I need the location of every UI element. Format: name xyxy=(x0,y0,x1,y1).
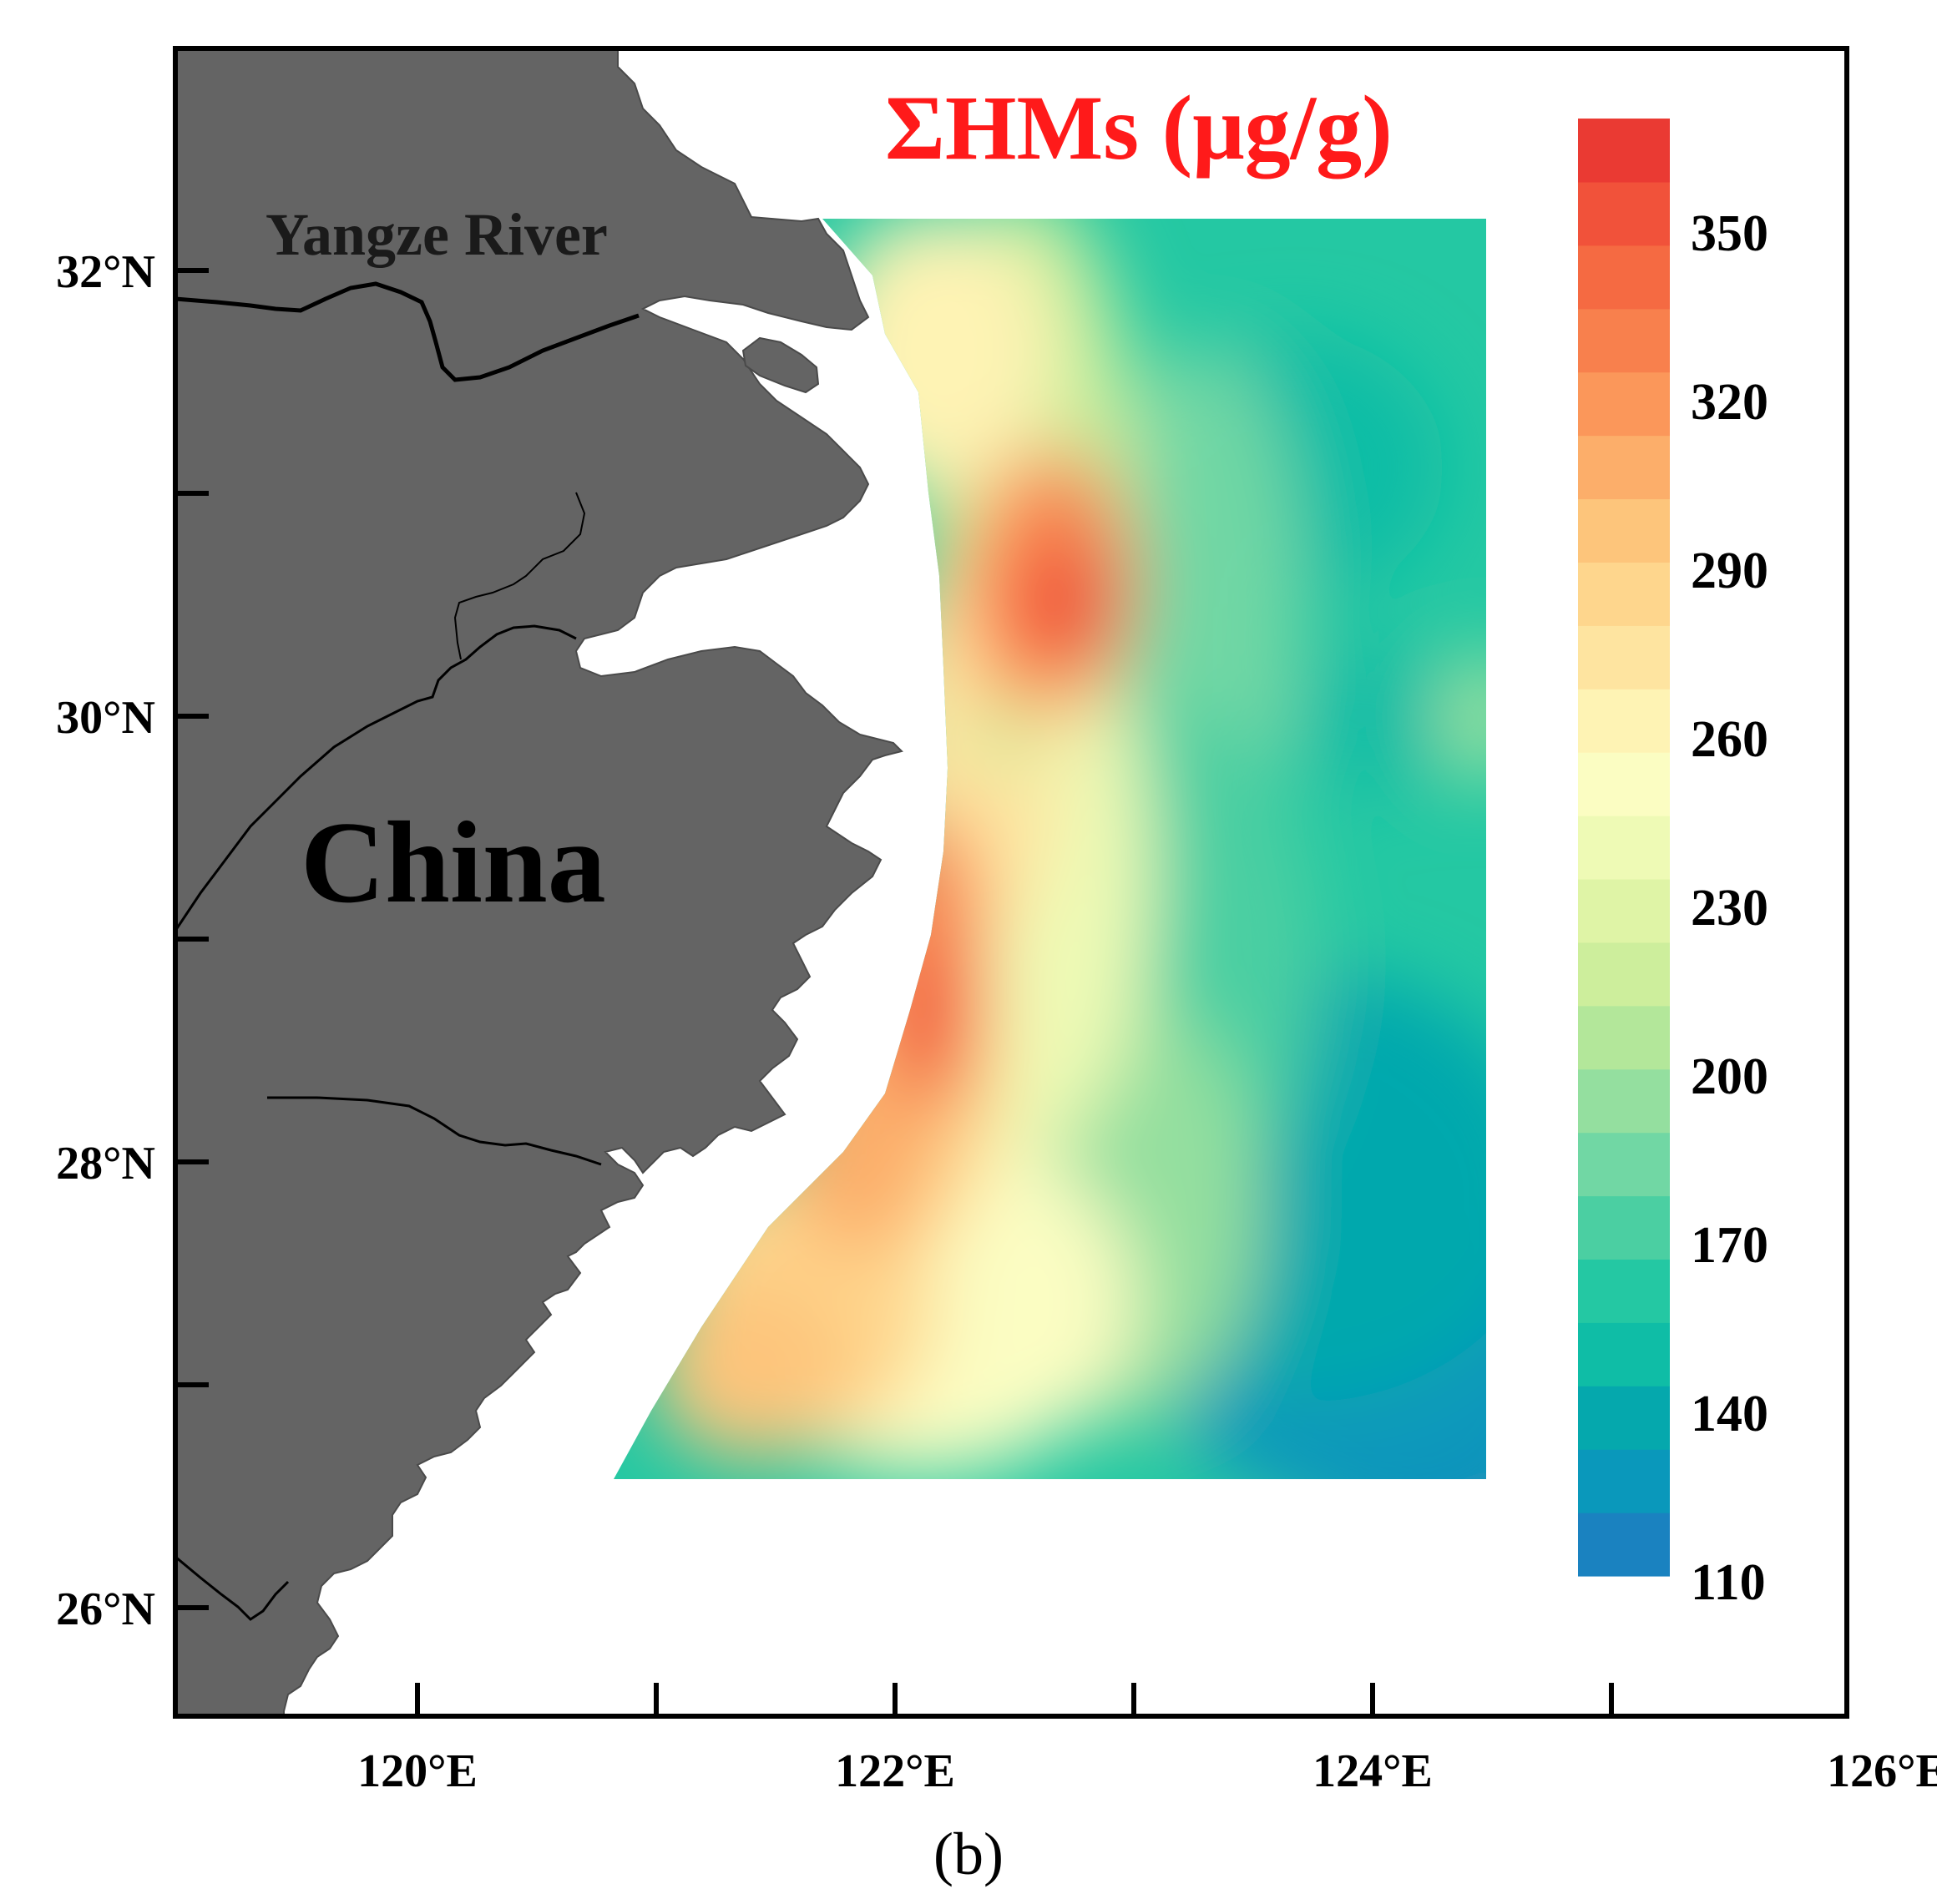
colorbar-band xyxy=(1578,878,1670,943)
lon-tick-label: 126°E xyxy=(1827,1745,1937,1797)
estuary-island xyxy=(741,336,820,394)
lon-labels: 120°E 122°E 124°E 126°E xyxy=(357,1745,1937,1797)
colorbar-band xyxy=(1578,1132,1670,1197)
lat-tick-label: 32°N xyxy=(56,246,155,298)
colorbar-tick-label: 260 xyxy=(1691,711,1768,768)
contour-field xyxy=(614,219,1486,1479)
land xyxy=(175,48,903,1716)
colorbar-band xyxy=(1578,1513,1670,1577)
map-title: ΣHMs (μg/g) xyxy=(885,77,1393,179)
colorbar-band xyxy=(1578,308,1670,373)
lon-tick-label: 122°E xyxy=(835,1745,955,1797)
province-border-fujian xyxy=(175,1555,290,1621)
colorbar-tick-label: 170 xyxy=(1691,1217,1768,1274)
river-line xyxy=(453,492,586,660)
plot-frame xyxy=(173,46,1849,1719)
lat-tick-label: 26°N xyxy=(56,1583,155,1635)
colorbar-band xyxy=(1578,1195,1670,1260)
colorbar-band xyxy=(1578,942,1670,1007)
colorbar-tick-label: 110 xyxy=(1691,1554,1766,1611)
colorbar-band xyxy=(1578,245,1670,310)
colorbar-ticks: 350 320 290 260 230 200 170 140 110 xyxy=(1691,205,1768,1611)
colorbar-tick-label: 230 xyxy=(1691,880,1768,937)
lon-tick-label: 120°E xyxy=(357,1745,478,1797)
china-landmass xyxy=(175,48,903,1716)
colorbar-band xyxy=(1578,435,1670,500)
yangtze-line xyxy=(175,281,640,382)
country-label: China xyxy=(301,798,606,927)
colorbar-band xyxy=(1578,562,1670,626)
lat-tick-label: 28°N xyxy=(56,1138,155,1189)
province-border-south xyxy=(267,1096,602,1166)
colorbar-band xyxy=(1578,1259,1670,1323)
colorbar-band xyxy=(1578,816,1670,880)
colorbar-band xyxy=(1578,1005,1670,1070)
colorbar-band xyxy=(1578,181,1670,246)
colorbar-band xyxy=(1578,1386,1670,1450)
colorbar-band xyxy=(1578,625,1670,689)
colorbar-tick-label: 200 xyxy=(1691,1048,1768,1105)
river-label: Yangze River xyxy=(266,201,608,268)
province-border-north xyxy=(175,624,577,932)
colorbar-band xyxy=(1578,1322,1670,1386)
lat-tick-label: 30°N xyxy=(56,692,155,744)
colorbar-band xyxy=(1578,498,1670,563)
colorbar-tick-label: 140 xyxy=(1691,1386,1768,1442)
colorbar xyxy=(1578,119,1670,1577)
colorbar-band xyxy=(1578,752,1670,816)
panel-label: (b) xyxy=(933,1821,1004,1887)
colorbar-band xyxy=(1578,1068,1670,1134)
lon-tick-label: 124°E xyxy=(1312,1745,1433,1797)
axis-ticks xyxy=(175,268,1614,1716)
colorbar-tick-label: 350 xyxy=(1691,205,1768,262)
colorbar-tick-label: 290 xyxy=(1691,543,1768,599)
boundaries xyxy=(175,281,640,1621)
colorbar-tick-label: 320 xyxy=(1691,374,1768,431)
colorbar-band xyxy=(1578,689,1670,753)
colorbar-band xyxy=(1578,119,1670,183)
lat-labels: 32°N 30°N 28°N 26°N xyxy=(56,246,155,1635)
colorbar-band xyxy=(1578,1449,1670,1513)
colorbar-band xyxy=(1578,371,1670,437)
